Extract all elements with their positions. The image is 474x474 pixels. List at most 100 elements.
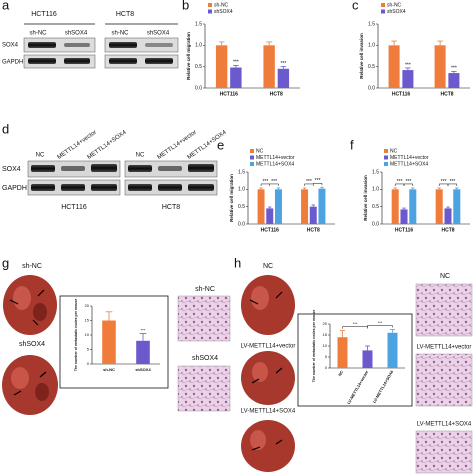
cell-line: HCT116 (31, 11, 57, 18)
lane-label: shSOX4 (147, 31, 170, 37)
group-label: LV-METTL14+SOX4 (241, 409, 296, 415)
bar (301, 189, 309, 224)
y-tick-label: 0 (325, 365, 328, 370)
chart-frame (59, 295, 169, 389)
x-tick-label: HCT8 (440, 91, 453, 97)
significance-label: *** (141, 328, 146, 333)
panel-letter: d (2, 121, 9, 136)
significance-bracket (269, 183, 279, 186)
x-tick-label: HCT116 (392, 91, 411, 97)
row-label: GAPDH (2, 185, 27, 192)
lung-photo (241, 275, 295, 335)
lane-label: shSOX4 (65, 31, 88, 37)
y-tick-label: 1.0 (238, 187, 245, 193)
y-tick-label: 1.5 (368, 21, 375, 27)
y-tick-label: 10 (85, 332, 90, 337)
x-tick-label: LV-METTL14+SOX4 (372, 369, 395, 404)
lane-label: NC (136, 153, 145, 159)
cell-line: HCT8 (116, 11, 134, 18)
row-label: GAPDH (2, 60, 23, 66)
group-label: sh-NC (22, 263, 42, 270)
y-tick-label: 5 (87, 347, 90, 352)
histology-image (415, 430, 473, 474)
y-tick-label: 0.5 (368, 64, 375, 70)
legend-swatch (384, 162, 388, 166)
bar (402, 70, 414, 88)
y-tick-label: 1.5 (372, 169, 379, 175)
lane-label: sh-NC (111, 31, 129, 37)
y-tick-label: 0.5 (195, 64, 202, 70)
bar (448, 73, 460, 88)
lane-label: sh-NC (29, 31, 47, 37)
y-tick-label: 0.0 (238, 221, 245, 227)
legend-swatch (250, 162, 254, 166)
legend-swatch (250, 149, 254, 153)
y-tick-label: 10 (323, 343, 328, 348)
x-tick-label: HCT116 (395, 227, 414, 233)
histology-image (415, 353, 473, 407)
y-tick-label: 1.0 (195, 43, 202, 49)
panel-letter: b (182, 0, 189, 12)
y-tick-label: 20 (323, 321, 328, 326)
panel-letter: g (2, 255, 9, 270)
y-tick-label: 0.5 (238, 204, 245, 210)
y-axis-label: The number of metastatic nodes per mouse (312, 310, 316, 383)
bar (274, 189, 282, 224)
x-tick-label: HCT116 (220, 91, 239, 97)
bar (391, 189, 399, 224)
group-label: shSOX4 (19, 341, 45, 348)
bar (409, 189, 417, 224)
group-label: LV-METTL14+SOX4 (417, 422, 472, 428)
x-tick-label: HCT8 (307, 227, 320, 233)
significance-bracket (313, 183, 323, 186)
legend-label: METTL14+vector (256, 155, 295, 161)
legend-label: shSOX4 (214, 9, 233, 15)
legend-swatch (250, 155, 254, 160)
panel-letter: a (2, 0, 10, 12)
legend-swatch (384, 149, 388, 153)
cell-line: HCT116 (61, 204, 87, 211)
y-tick-label: 0.0 (368, 85, 375, 91)
significance-label: *** (378, 320, 383, 325)
panel-letter: c (352, 0, 359, 12)
significance-bracket (403, 183, 414, 186)
y-tick-label: 0.0 (372, 221, 379, 227)
significance-label: *** (441, 179, 447, 185)
significance-label: *** (280, 61, 286, 67)
legend-label: METTL14+SOX4 (256, 161, 294, 167)
histology-image (177, 365, 231, 412)
legend-label: sh-NC (387, 2, 402, 8)
bar (136, 340, 150, 364)
row-label: SOX4 (2, 166, 21, 173)
cell-line: HCT8 (162, 204, 180, 211)
significance-label: *** (315, 178, 321, 184)
y-axis-label: Relative cell invasion (359, 33, 364, 79)
significance-label: *** (449, 179, 455, 185)
row-label: SOX4 (2, 43, 19, 49)
bar (263, 45, 275, 88)
bar (453, 189, 461, 224)
significance-label: *** (306, 179, 312, 185)
legend-label: NC (256, 148, 264, 154)
legend-swatch (208, 9, 212, 14)
bar (102, 320, 116, 364)
significance-bracket (447, 183, 458, 186)
bar (318, 188, 326, 224)
y-tick-label: 0.5 (372, 204, 379, 210)
x-tick-label: NC (337, 369, 344, 377)
bar (400, 209, 408, 224)
group-label: NC (263, 263, 273, 270)
bar (257, 189, 265, 224)
histology-image (177, 295, 231, 342)
legend-label: NC (390, 148, 398, 154)
y-tick-label: 1.5 (195, 21, 202, 27)
legend-label: sh-NC (214, 2, 229, 8)
lung-photo (3, 275, 57, 335)
significance-label: *** (233, 60, 239, 66)
bar (444, 208, 452, 224)
y-tick-label: 0.0 (195, 85, 202, 91)
y-axis-label: Relative cell migration (229, 174, 234, 222)
bar (215, 45, 228, 88)
x-tick-label: LV-METTL14+vector (346, 369, 370, 405)
